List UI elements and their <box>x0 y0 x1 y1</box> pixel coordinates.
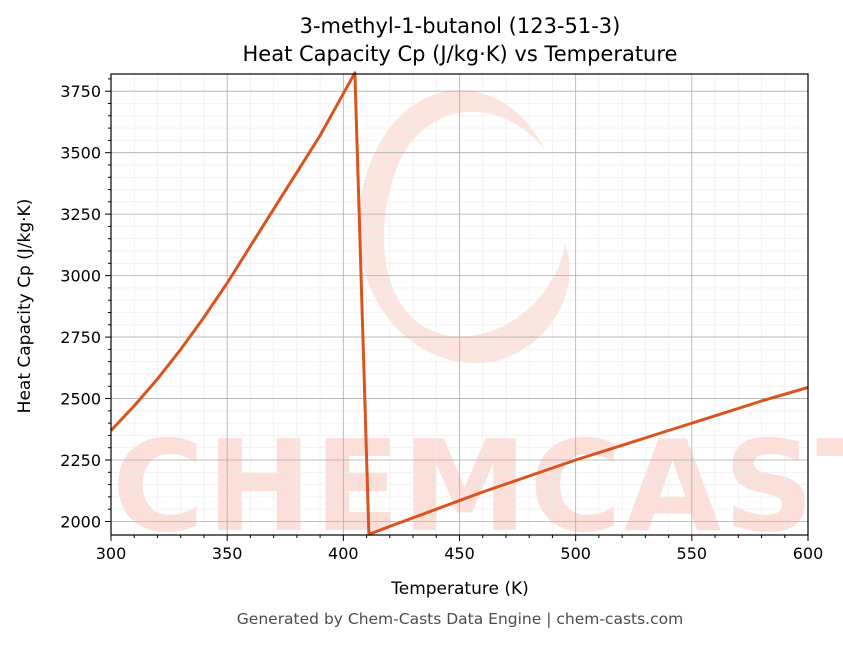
y-tick-label: 2500 <box>60 390 101 409</box>
y-tick-label: 3500 <box>60 144 101 163</box>
x-tick-label: 550 <box>677 544 708 563</box>
x-tick-label: 600 <box>793 544 824 563</box>
chart-title: 3-methyl-1-butanol (123-51-3) <box>300 14 621 38</box>
x-axis-label: Temperature (K) <box>390 579 529 599</box>
x-tick-label: 350 <box>212 544 243 563</box>
y-tick-label: 3750 <box>60 82 101 101</box>
y-tick-label: 2250 <box>60 451 101 470</box>
y-axis-label: Heat Capacity Cp (J/kg·K) <box>15 199 35 414</box>
x-tick-label: 300 <box>96 544 127 563</box>
footer-credit: Generated by Chem-Casts Data Engine | ch… <box>237 610 683 628</box>
y-tick-label: 3000 <box>60 267 101 286</box>
watermark-text: CHEMCASTS <box>112 413 843 560</box>
x-tick-label: 400 <box>328 544 359 563</box>
x-tick-label: 500 <box>560 544 591 563</box>
y-tick-label: 3250 <box>60 205 101 224</box>
x-tick-label: 450 <box>444 544 475 563</box>
y-tick-label: 2750 <box>60 328 101 347</box>
y-tick-label: 2000 <box>60 512 101 531</box>
chart-subtitle: Heat Capacity Cp (J/kg·K) vs Temperature <box>243 42 678 66</box>
